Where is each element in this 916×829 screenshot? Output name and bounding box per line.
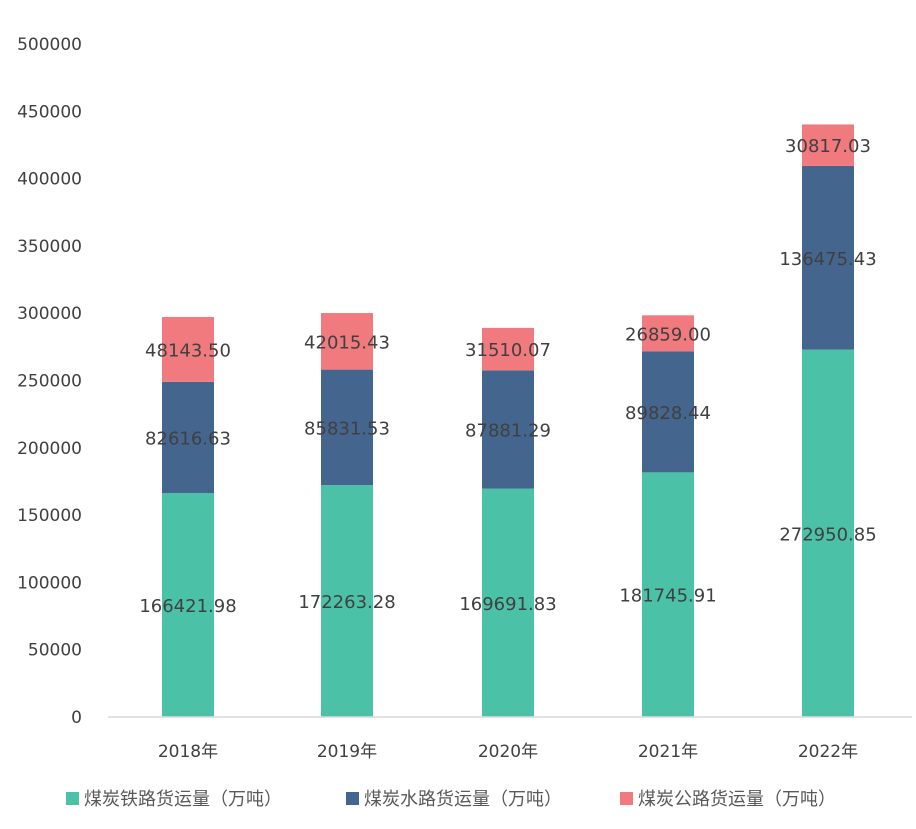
bar-segment <box>162 316 214 382</box>
bar-segment <box>321 369 373 486</box>
data-label: 169691.83 <box>459 594 556 615</box>
legend-label: 煤炭铁路货运量（万吨） <box>84 789 282 810</box>
bar-segment <box>482 370 534 489</box>
bar-segment <box>482 488 534 717</box>
y-tick-label: 500000 <box>17 35 82 55</box>
x-tick-label: 2019年 <box>317 742 377 762</box>
data-label: 42015.43 <box>304 332 390 353</box>
bar-segment <box>162 492 214 717</box>
y-tick-label: 450000 <box>17 102 82 122</box>
data-label: 48143.50 <box>145 340 231 361</box>
y-tick-label: 150000 <box>17 506 82 526</box>
bar-segment <box>802 124 854 166</box>
y-tick-label: 200000 <box>17 439 82 459</box>
legend: 煤炭铁路货运量（万吨） 煤炭水路货运量（万吨） 煤炭公路货运量（万吨） <box>66 789 836 810</box>
x-tick-label: 2021年 <box>638 742 698 762</box>
data-label: 172263.28 <box>298 592 395 613</box>
y-tick-label: 100000 <box>17 573 82 593</box>
bar-segment <box>162 381 214 493</box>
bar-segment <box>321 485 373 717</box>
data-label: 30817.03 <box>785 136 871 157</box>
legend-swatch <box>346 792 359 805</box>
y-tick-label: 300000 <box>17 304 82 324</box>
data-label: 89828.44 <box>625 403 711 424</box>
bar-segment <box>642 351 694 473</box>
y-tick-label: 50000 <box>28 641 82 661</box>
bar-segment <box>642 315 694 352</box>
bar-segment <box>802 349 854 717</box>
bar-segment <box>482 327 534 371</box>
bar-segment <box>321 313 373 370</box>
data-label: 136475.43 <box>779 249 876 270</box>
legend-swatch <box>66 792 79 805</box>
x-tick-label: 2020年 <box>478 742 538 762</box>
bars <box>162 124 854 717</box>
data-label: 26859.00 <box>625 324 711 345</box>
y-tick-label: 350000 <box>17 237 82 257</box>
x-tick-label: 2018年 <box>158 742 218 762</box>
data-label: 272950.85 <box>779 524 876 545</box>
legend-label: 煤炭公路货运量（万吨） <box>638 789 836 810</box>
y-tick-label: 0 <box>71 708 82 728</box>
data-label: 166421.98 <box>139 596 236 617</box>
data-label: 87881.29 <box>465 420 551 441</box>
data-label: 82616.63 <box>145 428 231 449</box>
x-tick-label: 2022年 <box>798 742 858 762</box>
bar-segment <box>642 472 694 717</box>
y-axis: 0 50000 100000 150000 200000 250000 300000 3500… <box>17 35 82 728</box>
legend-label: 煤炭水路货运量（万吨） <box>364 789 562 810</box>
data-label: 85831.53 <box>304 418 390 439</box>
data-labels: 166421.98 82616.63 48143.50 172263.28 85831.… <box>139 136 876 617</box>
y-tick-label: 250000 <box>17 372 82 392</box>
x-axis: 2018年 2019年 2020年 2021年 2022年 <box>158 742 858 762</box>
data-label: 31510.07 <box>465 340 551 361</box>
y-tick-label: 400000 <box>17 170 82 190</box>
bar-segment <box>802 165 854 350</box>
data-label: 181745.91 <box>619 586 716 607</box>
legend-swatch <box>620 792 633 805</box>
